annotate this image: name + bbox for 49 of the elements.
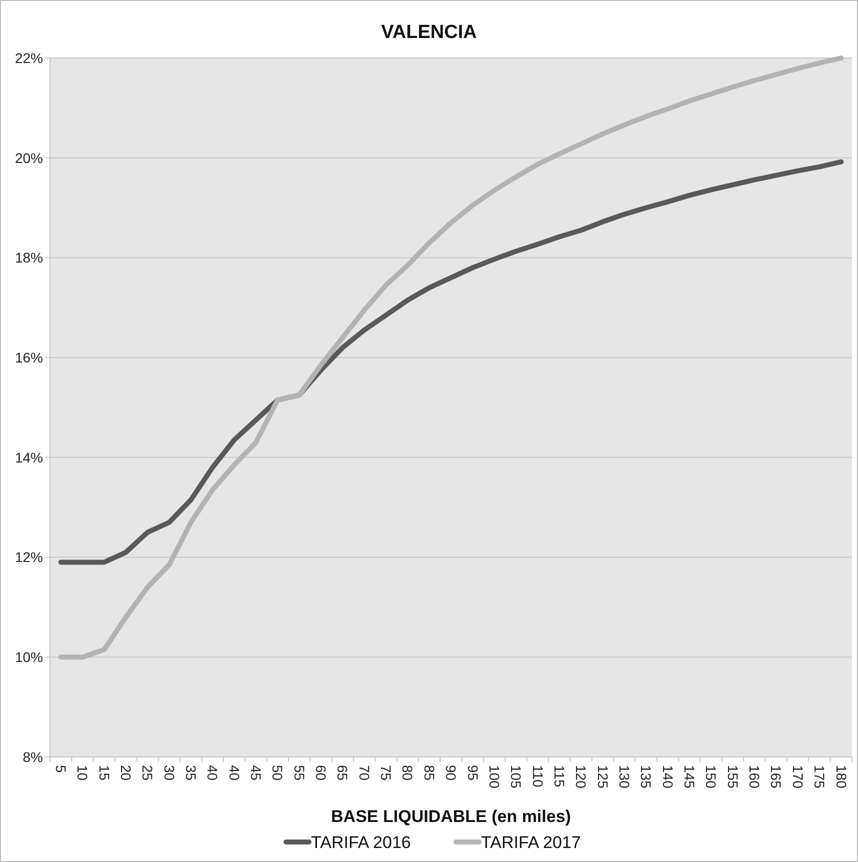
x-tick-label: 180 <box>833 765 850 789</box>
y-tick-label: 18% <box>14 250 43 266</box>
y-tick-label: 16% <box>14 349 43 366</box>
x-tick-label: 25 <box>140 765 156 781</box>
y-tick-label: 20% <box>14 150 43 166</box>
x-tick-label: 55 <box>291 765 308 781</box>
y-tick-label: 22% <box>14 50 43 66</box>
x-tick-label: 65 <box>334 765 351 781</box>
y-tick-label: 14% <box>14 449 43 466</box>
x-tick-label: 140 <box>660 765 676 789</box>
x-tick-label: 50 <box>270 765 286 781</box>
y-tick-label: 8% <box>22 748 43 765</box>
x-tick-label: 135 <box>638 765 654 789</box>
x-tick-label: 105 <box>508 765 524 789</box>
x-tick-label: 100 <box>486 765 502 789</box>
x-tick-label: 30 <box>161 765 178 781</box>
x-tick-label: 175 <box>812 765 828 789</box>
x-tick-label: 60 <box>313 765 330 781</box>
chart-title: VALENCIA <box>381 22 478 43</box>
x-tick-label: 155 <box>724 765 741 789</box>
x-axis-title: BASE LIQUIDABLE (en miles) <box>331 807 571 826</box>
x-tick-label: 20 <box>118 765 134 781</box>
x-tick-label: 40 <box>226 765 242 781</box>
legend-label: TARIFA 2017 <box>481 832 581 852</box>
x-tick-label: 40 <box>204 765 221 781</box>
x-tick-label: 80 <box>400 765 416 781</box>
x-tick-label: 90 <box>443 765 460 781</box>
y-tick-label: 12% <box>14 549 43 566</box>
x-tick-label: 95 <box>464 765 481 781</box>
x-tick-label: 120 <box>573 765 590 789</box>
x-tick-label: 130 <box>616 765 633 789</box>
x-tick-label: 70 <box>356 765 372 781</box>
x-tick-label: 165 <box>768 765 784 789</box>
x-tick-label: 85 <box>421 765 438 781</box>
y-tick-label: 10% <box>14 649 43 666</box>
x-tick-label: 75 <box>378 765 394 781</box>
legend-label: TARIFA 2016 <box>311 832 411 852</box>
x-tick-label: 150 <box>703 765 720 789</box>
x-tick-label: 15 <box>96 765 112 781</box>
x-tick-label: 145 <box>682 765 698 789</box>
x-tick-label: 10 <box>74 765 91 781</box>
x-tick-label: 160 <box>746 765 763 789</box>
x-tick-label: 115 <box>551 765 568 788</box>
x-tick-label: 125 <box>594 765 611 789</box>
x-tick-label: 5 <box>52 765 69 773</box>
x-tick-label: 110 <box>530 765 546 788</box>
x-tick-label: 45 <box>248 765 264 781</box>
x-tick-label: 35 <box>182 765 199 781</box>
x-tick-label: 170 <box>790 765 806 789</box>
